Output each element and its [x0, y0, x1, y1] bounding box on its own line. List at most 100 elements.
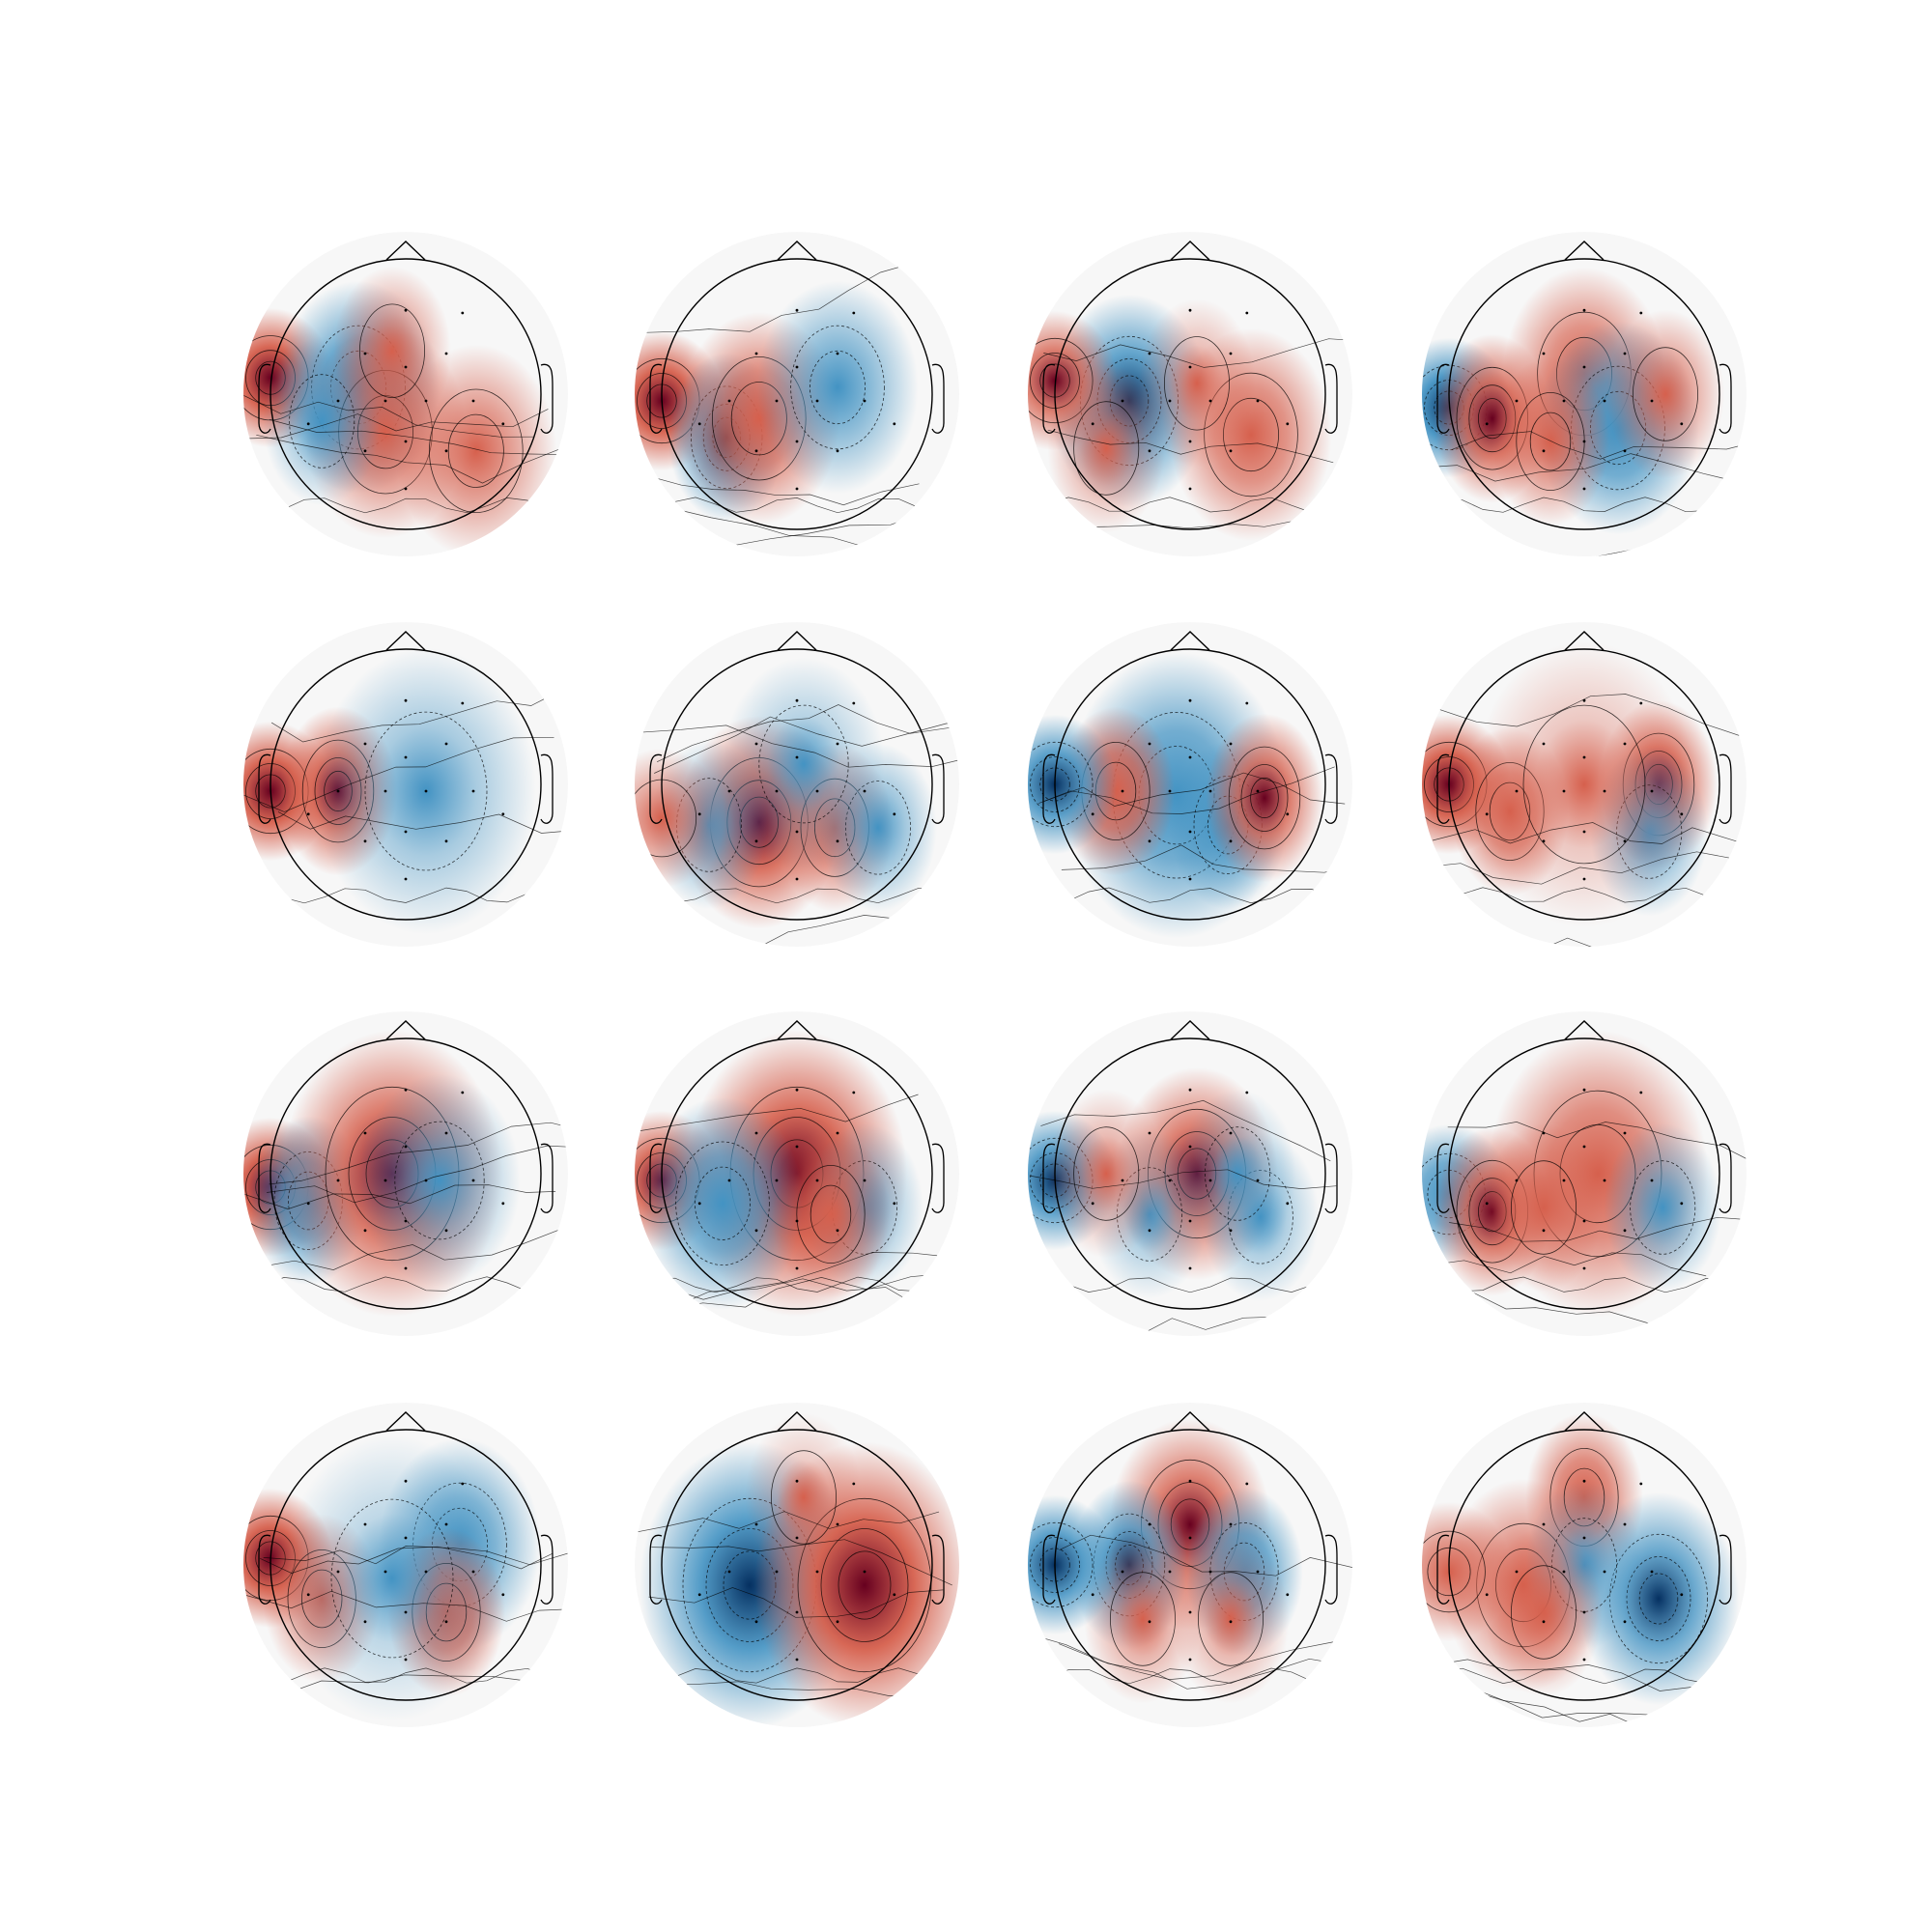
negative-region — [282, 1435, 502, 1722]
right-ear-outline — [1719, 1143, 1732, 1213]
head-outline — [1448, 1429, 1720, 1701]
contour-line — [809, 350, 867, 425]
contour-line — [635, 1094, 919, 1132]
contour-line — [1427, 1547, 1471, 1597]
right-ear-outline — [1719, 753, 1732, 824]
sensor-dot — [852, 1482, 856, 1486]
left-ear-outline — [258, 1143, 271, 1213]
right-ear-outline — [931, 753, 945, 824]
sensor-dot — [1229, 1229, 1233, 1233]
sensor-dot — [754, 742, 758, 746]
sensor-dot — [1229, 1522, 1233, 1526]
sensor-dot — [1562, 789, 1566, 793]
sensor-dot — [1582, 1479, 1586, 1483]
sensor-dot — [863, 1570, 867, 1574]
right-ear-outline — [1324, 363, 1338, 434]
positive-region — [1485, 1122, 1603, 1293]
contour-line — [1205, 1126, 1270, 1221]
left-ear-outline — [1042, 753, 1056, 824]
sensor-dot — [1188, 1088, 1192, 1092]
sensor-dot — [501, 812, 505, 816]
topomap-field — [635, 1403, 959, 1727]
sensor-dot — [1148, 449, 1151, 453]
sensor-dot — [754, 352, 758, 355]
sensor-dot — [1168, 789, 1172, 793]
sensor-dot — [306, 1593, 310, 1597]
contour-line — [1432, 822, 1739, 844]
nose-outline — [1170, 1411, 1210, 1432]
topomap-field — [1422, 622, 1747, 947]
left-ear-outline — [1042, 1534, 1056, 1605]
sensor-dot — [471, 1179, 475, 1182]
topomap-field — [243, 1011, 568, 1336]
positive-region — [333, 266, 451, 436]
left-ear-outline — [1436, 1534, 1450, 1605]
head-outline — [661, 1037, 933, 1310]
sensor-dot — [795, 1658, 799, 1662]
sensor-dot — [836, 839, 839, 843]
sensor-dot — [1562, 1179, 1566, 1182]
contour-line — [1040, 1099, 1331, 1162]
sensor-dot — [775, 789, 779, 793]
sensor-dot — [444, 1522, 448, 1526]
sensor-dot — [1650, 1179, 1654, 1182]
sensor-dot — [1256, 789, 1260, 793]
contour-line — [1047, 429, 1334, 464]
sensor-dot — [1256, 399, 1260, 403]
contour-line — [790, 325, 885, 450]
right-ear-outline — [540, 363, 554, 434]
sensor-dot — [471, 399, 475, 403]
contour-line — [641, 473, 920, 506]
contour-line — [247, 1230, 558, 1270]
sensor-dot — [404, 1145, 408, 1149]
positive-region — [1047, 1089, 1165, 1259]
contour-line — [447, 413, 504, 488]
nose-outline — [385, 241, 426, 261]
sensor-dot — [1245, 1482, 1249, 1486]
positive-region — [1206, 713, 1323, 883]
contour-line — [1529, 412, 1572, 471]
sensor-dot — [1650, 1570, 1654, 1574]
sensor-dot — [1091, 422, 1094, 426]
sensor-dot — [384, 1570, 387, 1574]
sensor-dot — [424, 399, 428, 403]
contour-line — [243, 497, 568, 514]
topomap-field — [1422, 1011, 1747, 1336]
sensor-dot — [795, 877, 799, 881]
sensor-dot — [444, 742, 448, 746]
sensor-dot — [795, 1266, 799, 1270]
topomap-15 — [1028, 1403, 1352, 1727]
sensor-dot — [444, 449, 448, 453]
contour-line — [1039, 1548, 1070, 1582]
sensor-dot — [815, 789, 819, 793]
sensor-dot — [1623, 839, 1627, 843]
topomap-05 — [243, 622, 568, 947]
contour-line — [635, 724, 959, 768]
sensor-dot — [1208, 1179, 1212, 1182]
sensor-dot — [1188, 755, 1192, 759]
head-outline — [1054, 1429, 1326, 1701]
contour-line — [635, 262, 916, 333]
contour-line — [260, 1546, 554, 1574]
sensor-dot — [795, 1088, 799, 1092]
right-ear-outline — [540, 1143, 554, 1213]
contour-line — [270, 689, 563, 743]
sensor-dot — [1168, 1570, 1172, 1574]
head-outline — [270, 1037, 542, 1310]
head-outline — [1448, 1037, 1720, 1310]
sensor-dot — [836, 1620, 839, 1624]
sensor-dot — [795, 365, 799, 369]
sensor-dot — [863, 1179, 867, 1182]
sensor-dot — [424, 1179, 428, 1182]
left-ear-outline — [1042, 1143, 1056, 1213]
sensor-dot — [501, 1202, 505, 1206]
contour-line — [1059, 1534, 1352, 1577]
sensor-dot — [1623, 1229, 1627, 1233]
contour-line — [243, 736, 554, 812]
positive-region — [1047, 363, 1165, 533]
contour-line — [269, 1122, 568, 1185]
sensor-dot — [1245, 701, 1249, 705]
sensor-dot — [363, 1131, 367, 1135]
contour-line — [1422, 1530, 1486, 1613]
contour-line — [243, 395, 534, 438]
